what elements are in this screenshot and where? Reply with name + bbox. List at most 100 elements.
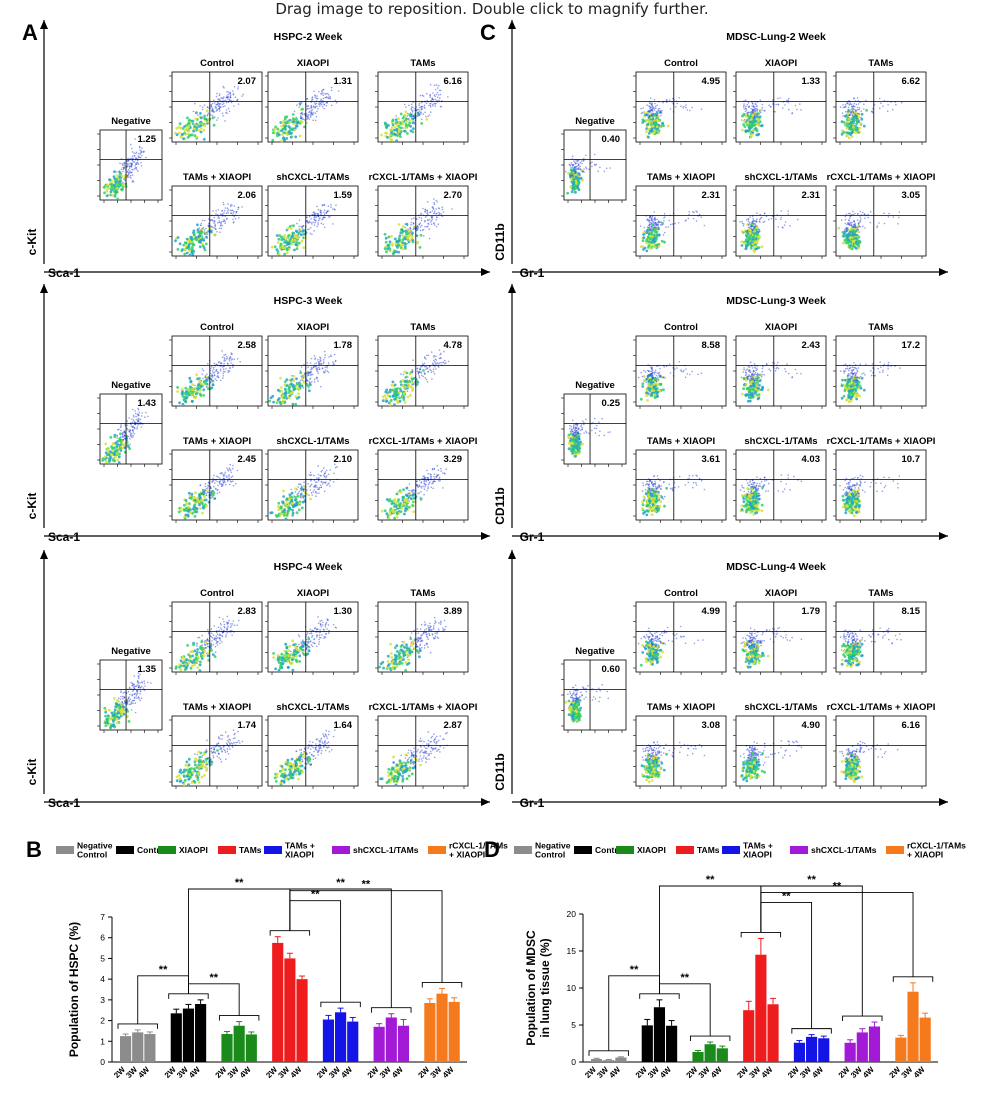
axis-ticks	[733, 339, 823, 409]
quadrant-value: 0.40	[602, 134, 621, 145]
plot-label: XIAOPI	[297, 322, 329, 333]
density-cloud	[268, 350, 337, 406]
bar	[603, 1060, 615, 1062]
axis-ticks	[169, 719, 259, 789]
x-tick-label: 4W	[238, 1065, 253, 1080]
hspc-flow-plot: shCXCL-1/TAMs 1.59	[265, 172, 359, 259]
density-cloud	[565, 153, 611, 195]
x-tick-label: 4W	[861, 1065, 876, 1080]
significance-mark: **	[833, 880, 842, 892]
legend-swatch	[722, 846, 740, 854]
legend-swatch	[264, 846, 282, 854]
significance-mark: **	[362, 879, 371, 891]
plot-frame	[635, 185, 727, 257]
mdsc-flow-plot: XIAOPI 2.43	[733, 322, 827, 409]
quadrant-value: 6.62	[902, 76, 921, 87]
legend-swatch	[332, 846, 350, 854]
plot-frame	[835, 601, 927, 673]
mdsc-y-axis-label: CD11b	[493, 487, 507, 524]
legend-swatch	[676, 846, 694, 854]
legend-swatch	[116, 846, 134, 854]
bar	[767, 1004, 779, 1062]
hspc-flow-plot: TAMs 3.89	[375, 588, 469, 675]
quadrant-value: 2.70	[444, 190, 463, 201]
plot-label: shCXCL-1/TAMs	[276, 436, 349, 447]
group-bracket	[791, 1028, 832, 1034]
mdsc-x-arrowhead	[939, 798, 948, 806]
y-tick-label: 0	[571, 1057, 576, 1067]
significance-bracket	[659, 885, 762, 994]
axis-ticks	[733, 453, 823, 523]
quadrant-value: 1.25	[138, 134, 157, 145]
mdsc-flow-plot: shCXCL-1/TAMs 2.31	[733, 172, 827, 259]
quadrant-value: 2.87	[444, 720, 463, 731]
bar	[221, 1034, 233, 1062]
chart-D: 0 5 10 15 20 Population of MDSC in lung tissue…	[524, 874, 938, 1080]
hspc-flow-plot: XIAOPI 1.78	[265, 322, 359, 409]
significance-mark: **	[210, 972, 219, 984]
bar	[335, 1012, 347, 1062]
density-cloud	[839, 474, 901, 518]
density-cloud	[839, 627, 902, 669]
plot-label: XIAOPI	[765, 58, 797, 69]
plot-label: XIAOPI	[297, 58, 329, 69]
y-tick-label: 10	[567, 983, 577, 993]
mdsc-negative-plot: 0.60	[561, 659, 627, 733]
axis-ticks	[375, 719, 465, 789]
legend-swatch	[158, 846, 176, 854]
quadrant-value: 1.30	[334, 606, 353, 617]
bar	[755, 954, 767, 1062]
group-bracket	[842, 1015, 883, 1022]
mdsc-negative-label: Negative	[575, 646, 615, 657]
mdsc-x-arrowhead	[939, 268, 948, 276]
axis-ticks	[561, 397, 623, 467]
axis-ticks	[633, 719, 723, 789]
significance-mark: **	[706, 874, 715, 886]
density-cloud	[174, 615, 240, 672]
legend-swatch	[790, 846, 808, 854]
significance-mark: **	[235, 877, 244, 889]
hspc-negative-plot: 1.35	[97, 659, 163, 733]
plot-label: shCXCL-1/TAMs	[744, 436, 817, 447]
mdsc-flow-plot: rCXCL-1/TAMs + XIAOPI 6.16	[827, 702, 935, 789]
legend-label: Control	[77, 850, 107, 860]
quadrant-value: 2.83	[238, 606, 257, 617]
legend-label: shCXCL-1/TAMs	[811, 845, 877, 855]
density-cloud	[175, 729, 244, 787]
y-axis-label: Population of HSPC (%)	[67, 922, 81, 1057]
quadrant-value: 1.74	[238, 720, 257, 731]
group-bracket	[269, 930, 311, 936]
axis-ticks	[833, 453, 923, 523]
hspc-flow-plot: XIAOPI 1.30	[265, 588, 359, 675]
significance-mark: **	[782, 890, 791, 902]
density-cloud	[739, 210, 799, 254]
hspc-flow-plot: TAMs 4.78	[375, 322, 469, 409]
legend-swatch	[56, 846, 74, 854]
group-bracket	[421, 982, 463, 988]
x-tick-label: 4W	[607, 1065, 622, 1080]
mdsc-flow-plot: TAMs + XIAOPI 3.61	[633, 436, 727, 523]
legend-swatch	[428, 846, 446, 854]
plot-label: rCXCL-1/TAMs + XIAOPI	[827, 172, 936, 183]
quadrant-value: 2.07	[238, 76, 257, 87]
mdsc-block-title: MDSC-Lung-3 Week	[726, 295, 826, 307]
density-cloud	[567, 417, 611, 458]
hspc-y-arrowhead	[40, 284, 48, 293]
bar	[591, 1059, 603, 1062]
bar	[195, 1004, 207, 1062]
x-tick-label: 4W	[441, 1065, 456, 1080]
axis-ticks	[733, 75, 823, 145]
plot-label: Control	[200, 58, 234, 69]
legend-swatch	[574, 846, 592, 854]
density-cloud	[739, 474, 803, 516]
y-tick-label: 20	[567, 909, 577, 919]
legend-label: TAMs +	[285, 841, 315, 851]
group-bracket	[740, 931, 782, 938]
hspc-x-axis-label: Sca-1	[48, 796, 80, 810]
legend-swatch	[616, 846, 634, 854]
bar	[233, 1025, 245, 1062]
panel-letter-D: D	[484, 837, 500, 862]
